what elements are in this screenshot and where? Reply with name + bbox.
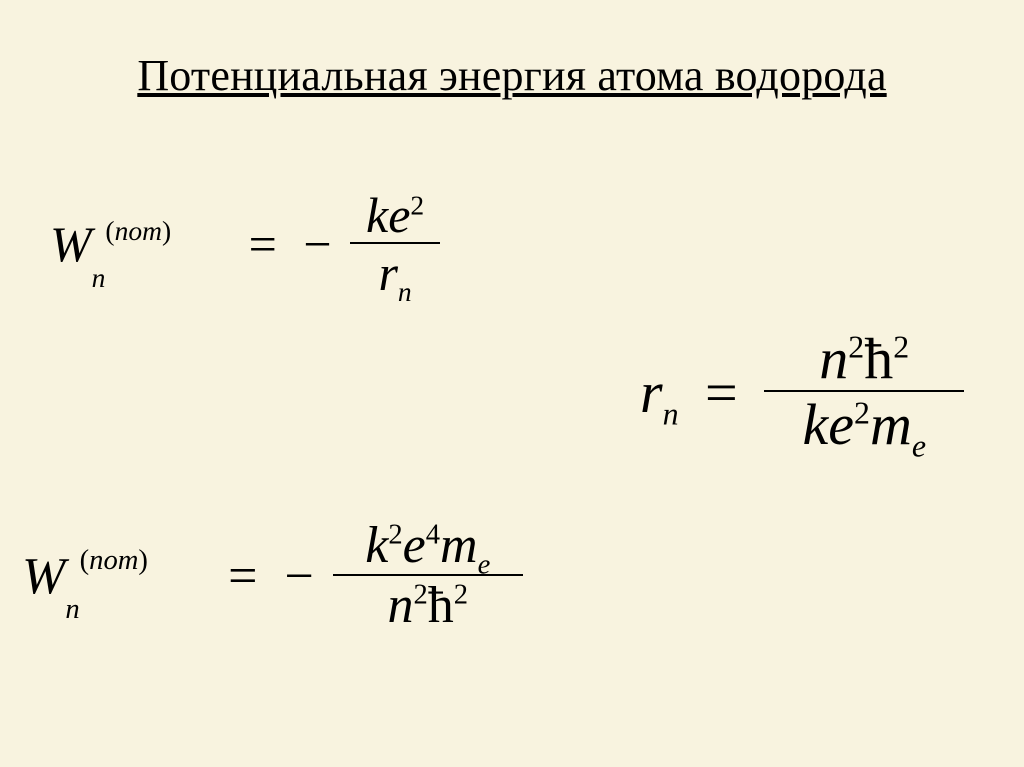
- eq1-lhs: W n (пот): [50, 215, 224, 273]
- eq1-e: e: [388, 187, 410, 243]
- eq3-n-exp: 2: [413, 580, 427, 611]
- eq2-fraction: n2ħ2 ke2me: [764, 330, 964, 454]
- eq1-k: k: [366, 187, 388, 243]
- eq2-equals: =: [693, 359, 750, 426]
- eq2-n-exp: 2: [848, 330, 864, 365]
- eq3-hbar-exp: 2: [454, 580, 468, 611]
- eq2-hbar-exp: 2: [893, 330, 909, 365]
- eq2-r-sub: n: [663, 396, 679, 431]
- eq3-k: k: [365, 517, 388, 574]
- equation-potential-energy-basic: W n (пот) = − ke2 rn: [50, 190, 440, 298]
- eq3-hbar: ħ: [428, 577, 454, 634]
- equation-potential-energy-expanded: W n (пот) = − k2e4me n2ħ2: [22, 520, 523, 632]
- eq1-minus: −: [301, 215, 337, 273]
- equation-bohr-radius: rn = n2ħ2 ke2me: [640, 330, 964, 454]
- eq2-m-sub: e: [912, 429, 926, 464]
- eq1-fraction: ke2 rn: [350, 190, 440, 298]
- eq2-r: r: [640, 360, 663, 425]
- eq2-k: k: [803, 392, 829, 457]
- eq3-fraction: k2e4me n2ħ2: [333, 520, 523, 632]
- eq3-W: W: [22, 548, 65, 605]
- eq3-denominator: n2ħ2: [333, 576, 523, 632]
- eq3-m-sub: e: [478, 549, 491, 580]
- eq2-lhs: rn: [640, 359, 679, 426]
- eq1-W: W: [50, 216, 92, 272]
- eq1-e-exp: 2: [410, 189, 424, 220]
- eq3-lhs: W n (пот): [22, 547, 203, 606]
- eq2-e: e: [828, 392, 854, 457]
- eq3-k-exp: 2: [388, 520, 402, 551]
- eq1-r-sub: n: [398, 276, 412, 307]
- eq2-m: m: [870, 392, 912, 457]
- eq1-equals: =: [237, 215, 289, 273]
- eq1-r: r: [378, 245, 397, 301]
- eq2-numerator: n2ħ2: [764, 330, 964, 392]
- eq3-numerator: k2e4me: [333, 520, 523, 576]
- eq2-n: n: [819, 326, 848, 391]
- eq1-numerator: ke2: [350, 190, 440, 244]
- eq3-e-exp: 4: [426, 520, 440, 551]
- eq2-hbar: ħ: [864, 326, 893, 391]
- eq3-n: n: [387, 577, 413, 634]
- eq2-e-exp: 2: [854, 396, 870, 431]
- slide: Потенциальная энергия атома водорода W n…: [0, 0, 1024, 767]
- eq3-minus: −: [282, 547, 319, 606]
- eq3-e: e: [403, 517, 426, 574]
- eq3-m: m: [440, 517, 478, 574]
- slide-title: Потенциальная энергия атома водорода: [0, 50, 1024, 101]
- eq2-denominator: ke2me: [764, 392, 964, 454]
- eq1-denominator: rn: [350, 244, 440, 298]
- eq3-equals: =: [216, 547, 269, 606]
